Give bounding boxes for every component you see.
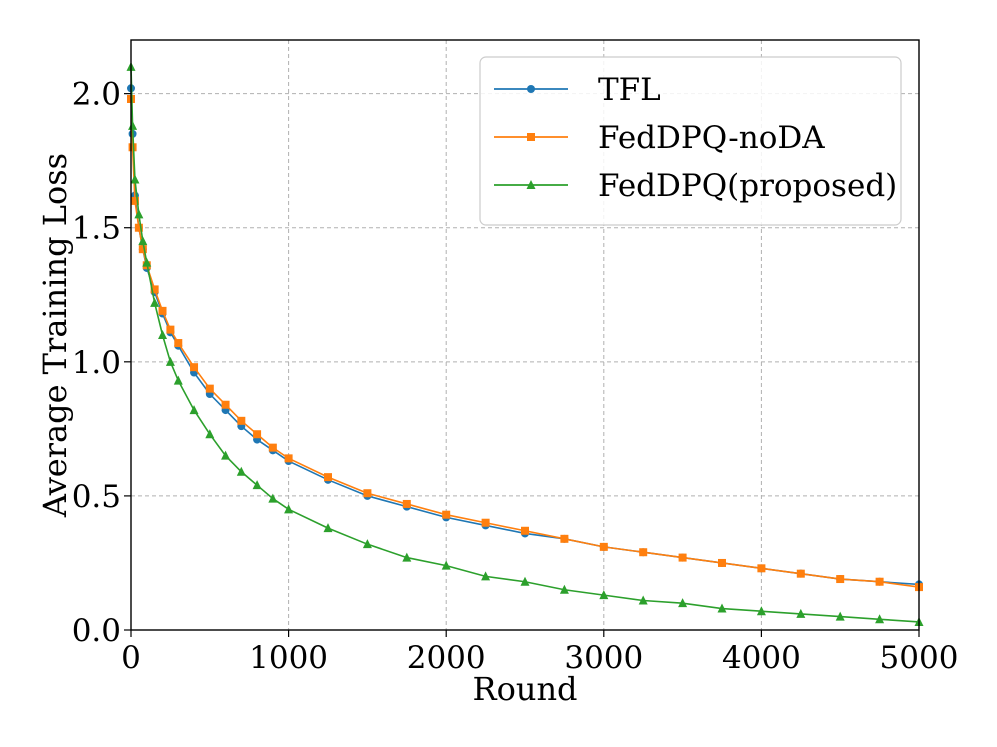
axis-ticks: 0 1000 2000 3000 4000 5000 0.0 0.5 1.0 1.5 2.0 — [72, 77, 959, 676]
data-point — [836, 575, 845, 584]
data-point — [138, 236, 148, 246]
data-point — [134, 209, 144, 219]
data-point — [363, 489, 372, 498]
legend-item: TFL — [494, 72, 661, 108]
data-point — [268, 493, 278, 503]
data-point — [442, 510, 451, 519]
data-point — [128, 143, 137, 152]
data-point — [756, 606, 766, 616]
x-tick-label: 4000 — [722, 640, 801, 676]
x-tick-label: 5000 — [880, 640, 959, 676]
data-point — [237, 416, 246, 425]
data-point — [165, 356, 175, 366]
legend: TFL FedDPQ-noDA FedDPQ(proposed) — [479, 56, 902, 226]
plot-frame — [130, 39, 920, 631]
data-point — [268, 443, 277, 452]
y-tick-label: 1.5 — [72, 211, 121, 247]
y-tick-label: 2.0 — [72, 77, 121, 113]
legend-label: FedDPQ(proposed) — [598, 168, 897, 204]
x-tick-label: 0 — [121, 640, 141, 676]
data-point — [253, 430, 262, 439]
data-point — [174, 339, 183, 348]
data-point — [284, 454, 293, 463]
data-point — [150, 297, 160, 307]
data-point — [757, 564, 766, 573]
legend-item: FedDPQ(proposed) — [494, 168, 897, 204]
data-point — [221, 450, 231, 460]
x-axis-label: Round — [472, 670, 577, 708]
data-point — [638, 595, 648, 605]
y-tick-label: 0.5 — [72, 479, 121, 515]
data-point — [138, 245, 147, 254]
x-tick-label: 1000 — [249, 640, 328, 676]
data-point — [481, 571, 491, 581]
x-tick-label: 3000 — [564, 640, 643, 676]
data-point — [875, 577, 884, 586]
data-point — [362, 539, 372, 549]
legend-marker — [527, 133, 535, 141]
data-point — [559, 584, 569, 594]
legend-item: FedDPQ-noDA — [494, 120, 825, 156]
data-point — [142, 257, 152, 267]
data-point — [717, 603, 727, 613]
legend-label: TFL — [598, 72, 661, 108]
data-point — [173, 375, 183, 385]
data-point — [205, 429, 215, 439]
legend-box — [479, 56, 902, 226]
data-point — [323, 523, 333, 533]
data-point — [402, 552, 412, 562]
data-point — [678, 598, 688, 608]
data-point — [134, 223, 143, 232]
data-point — [796, 569, 805, 578]
data-point — [402, 499, 411, 508]
data-point — [221, 400, 230, 409]
data-point — [599, 542, 608, 551]
data-point — [158, 306, 167, 315]
data-point — [521, 526, 529, 535]
data-point — [441, 560, 451, 570]
data-point — [158, 330, 168, 339]
data-point — [481, 518, 490, 527]
data-point — [130, 196, 139, 205]
x-tick-label: 2000 — [407, 640, 486, 676]
data-point — [130, 174, 140, 184]
data-point — [678, 553, 687, 562]
data-point — [189, 405, 199, 415]
data-point — [190, 363, 199, 372]
data-point — [205, 384, 214, 393]
data-point — [236, 466, 246, 476]
y-tick-label: 1.0 — [72, 345, 121, 381]
legend-label: FedDPQ-noDA — [598, 120, 825, 156]
data-point — [284, 504, 294, 514]
data-point — [796, 608, 806, 618]
legend-marker — [527, 85, 535, 93]
legend-marker — [526, 180, 536, 189]
data-point — [560, 534, 569, 543]
data-point — [252, 480, 262, 490]
y-axis-label: Average Training Loss — [36, 153, 74, 518]
y-tick-label: 0.0 — [72, 613, 121, 649]
data-point — [324, 473, 332, 482]
data-point — [835, 611, 845, 621]
data-point — [718, 558, 726, 567]
data-point — [520, 576, 530, 586]
data-point — [875, 614, 885, 624]
data-point — [599, 590, 609, 600]
data-point — [639, 548, 648, 557]
data-point — [128, 120, 138, 130]
data-point — [150, 285, 159, 294]
data-point — [166, 325, 175, 334]
